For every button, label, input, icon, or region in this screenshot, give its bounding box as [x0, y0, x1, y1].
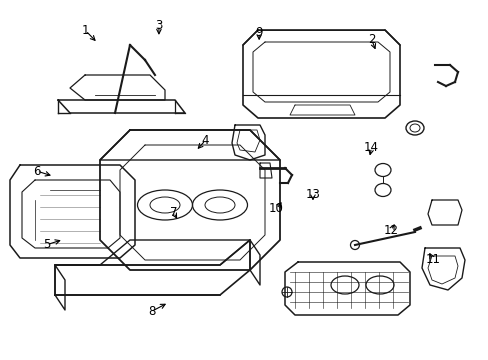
Text: 6: 6 — [33, 165, 41, 177]
Text: 9: 9 — [255, 26, 263, 39]
Text: 13: 13 — [305, 188, 320, 201]
Text: 12: 12 — [383, 224, 398, 237]
Text: 10: 10 — [268, 202, 283, 215]
Text: 2: 2 — [367, 33, 375, 46]
Text: 4: 4 — [201, 134, 209, 147]
Text: 8: 8 — [147, 305, 155, 318]
Text: 11: 11 — [425, 253, 439, 266]
Text: 1: 1 — [81, 24, 89, 37]
Text: 5: 5 — [42, 238, 50, 251]
Text: 7: 7 — [169, 206, 177, 219]
Text: 14: 14 — [364, 141, 378, 154]
Text: 3: 3 — [155, 19, 163, 32]
